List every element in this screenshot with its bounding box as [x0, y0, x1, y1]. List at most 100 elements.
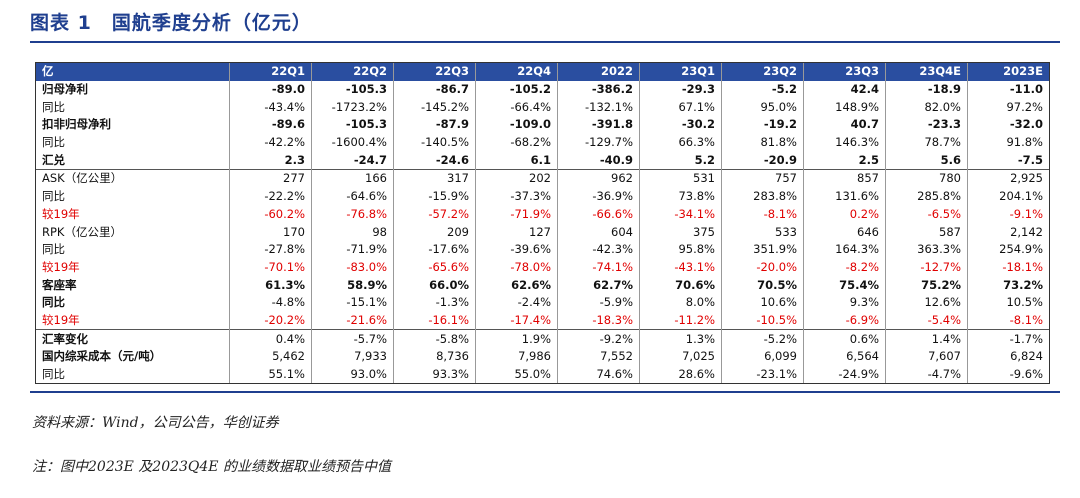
value-cell: -20.9: [721, 151, 804, 170]
value-cell: 78.7%: [885, 133, 968, 152]
value-cell: 70.6%: [639, 276, 722, 294]
value-cell: -7.5: [967, 151, 1050, 170]
table-row: 同比 -42.2% -1600.4% -140.5% -68.2% -129.7% 66.3…: [35, 133, 1050, 152]
value-cell: 5.2: [639, 151, 722, 170]
value-cell: -43.4%: [229, 98, 312, 117]
value-cell: -5.2: [721, 80, 804, 99]
value-cell: 0.4%: [229, 329, 312, 348]
value-cell: 604: [557, 223, 640, 241]
header-cell: 23Q3: [803, 61, 886, 81]
value-cell: -42.3%: [557, 240, 640, 259]
table-row: 汇率变化 0.4% -5.7% -5.8% 1.9% -9.2% 1.3% -5.2% 0.6%…: [35, 329, 1050, 348]
table-row: 同比 -22.2% -64.6% -15.9% -37.3% -36.9% 73.8% 283…: [35, 187, 1050, 206]
value-cell: 2.3: [229, 151, 312, 170]
value-cell: 28.6%: [639, 365, 722, 385]
value-cell: 62.7%: [557, 276, 640, 294]
header-cell: 23Q4E: [885, 61, 968, 81]
value-cell: -17.6%: [393, 240, 476, 259]
value-cell: 351.9%: [721, 240, 804, 259]
value-cell: -105.2: [475, 80, 558, 99]
value-cell: 75.4%: [803, 276, 886, 294]
value-cell: -8.1%: [967, 311, 1050, 330]
value-cell: -5.9%: [557, 293, 640, 312]
value-cell: 254.9%: [967, 240, 1050, 259]
header-cell: 23Q2: [721, 61, 804, 81]
value-cell: 962: [557, 169, 640, 188]
value-cell: 66.3%: [639, 133, 722, 152]
value-cell: -5.2%: [721, 329, 804, 348]
value-cell: -386.2: [557, 80, 640, 99]
value-cell: 166: [311, 169, 394, 188]
row-label: 较19年: [35, 205, 230, 224]
value-cell: -15.9%: [393, 187, 476, 206]
value-cell: 2,142: [967, 223, 1050, 241]
table-row: 扣非归母净利 -89.6 -105.3 -87.9 -109.0 -391.8 -30.2-…: [35, 116, 1050, 134]
value-cell: -76.8%: [311, 205, 394, 224]
value-cell: -89.6: [229, 116, 312, 134]
value-cell: 170: [229, 223, 312, 241]
value-cell: 148.9%: [803, 98, 886, 117]
value-cell: -30.2: [639, 116, 722, 134]
value-cell: 62.6%: [475, 276, 558, 294]
value-cell: 285.8%: [885, 187, 968, 206]
value-cell: 61.3%: [229, 276, 312, 294]
row-label: RPK（亿公里）: [35, 223, 230, 241]
value-cell: 67.1%: [639, 98, 722, 117]
row-label: 汇兑: [35, 151, 230, 170]
value-cell: -66.4%: [475, 98, 558, 117]
value-cell: -12.7%: [885, 258, 968, 277]
row-label: 同比: [35, 240, 230, 259]
row-label: 国内综采成本（元/吨）: [35, 348, 230, 366]
value-cell: -39.6%: [475, 240, 558, 259]
value-cell: -6.5%: [885, 205, 968, 224]
value-cell: 42.4: [803, 80, 886, 99]
row-label: 较19年: [35, 311, 230, 330]
value-cell: -24.9%: [803, 365, 886, 385]
value-cell: 5,462: [229, 348, 312, 366]
value-cell: -1.7%: [967, 329, 1050, 348]
value-cell: -20.2%: [229, 311, 312, 330]
value-cell: -6.9%: [803, 311, 886, 330]
value-cell: -36.9%: [557, 187, 640, 206]
value-cell: 91.8%: [967, 133, 1050, 152]
value-cell: 12.6%: [885, 293, 968, 312]
header-cell: 亿: [35, 61, 230, 81]
value-cell: -78.0%: [475, 258, 558, 277]
value-cell: 5.6: [885, 151, 968, 170]
value-cell: -10.5%: [721, 311, 804, 330]
value-cell: 2,925: [967, 169, 1050, 188]
row-label: 同比: [35, 98, 230, 117]
value-cell: -42.2%: [229, 133, 312, 152]
header-cell: 2022: [557, 61, 640, 81]
value-cell: 8.0%: [639, 293, 722, 312]
value-cell: -132.1%: [557, 98, 640, 117]
value-cell: -16.1%: [393, 311, 476, 330]
table-row: 较19年 -70.1% -83.0% -65.6% -78.0% -74.1% -43.1%…: [35, 258, 1050, 277]
value-cell: 6.1: [475, 151, 558, 170]
value-cell: -60.2%: [229, 205, 312, 224]
value-cell: -20.0%: [721, 258, 804, 277]
value-cell: 6,564: [803, 348, 886, 366]
header-cell: 22Q2: [311, 61, 394, 81]
value-cell: 40.7: [803, 116, 886, 134]
value-cell: -32.0: [967, 116, 1050, 134]
table-row: 归母净利 -89.0 -105.3 -86.7 -105.2 -386.2 -29.3 -5.…: [35, 80, 1050, 99]
value-cell: -5.8%: [393, 329, 476, 348]
row-label: 归母净利: [35, 80, 230, 99]
value-cell: -23.3: [885, 116, 968, 134]
value-cell: -129.7%: [557, 133, 640, 152]
table-row: 同比 -4.8% -15.1% -1.3% -2.4% -5.9% 8.0% 10.6% 9.3…: [35, 293, 1050, 312]
table-row: 同比 -43.4% -1723.2% -145.2% -66.4% -132.1% 67.1…: [35, 98, 1050, 117]
value-cell: -109.0: [475, 116, 558, 134]
value-cell: 93.0%: [311, 365, 394, 385]
value-cell: -64.6%: [311, 187, 394, 206]
value-cell: 363.3%: [885, 240, 968, 259]
value-cell: -391.8: [557, 116, 640, 134]
table-row: 较19年 -20.2% -21.6% -16.1% -17.4% -18.3% -11.2%…: [35, 311, 1050, 330]
value-cell: -1723.2%: [311, 98, 394, 117]
value-cell: -40.9: [557, 151, 640, 170]
value-cell: -15.1%: [311, 293, 394, 312]
title-rule: [30, 41, 1060, 43]
value-cell: -105.3: [311, 80, 394, 99]
